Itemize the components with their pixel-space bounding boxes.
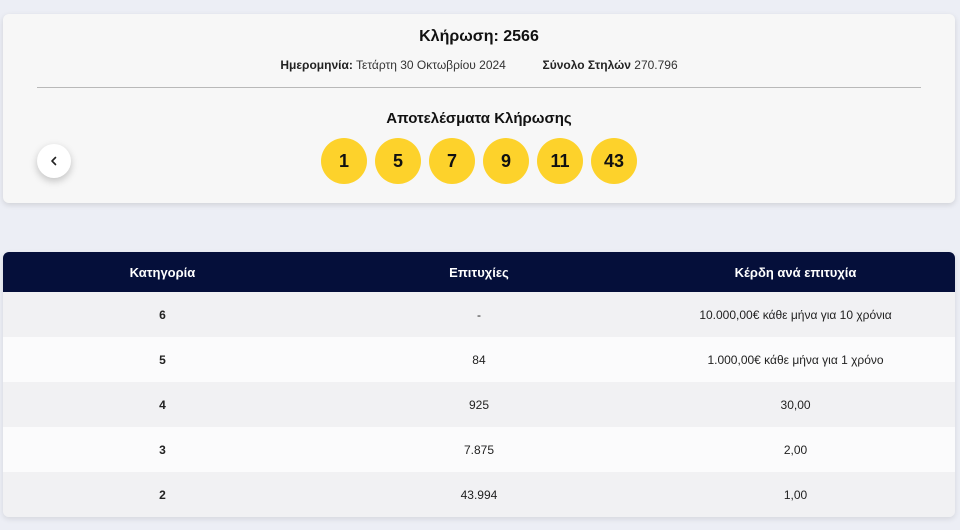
- draw-title: Κλήρωση: 2566: [419, 28, 539, 45]
- table-row: 6 - 10.000,00€ κάθε μήνα για 10 χρόνια: [3, 292, 955, 337]
- date-label: Ημερομηνία:: [280, 58, 353, 72]
- column-header-winners: Επιτυχίες: [449, 264, 509, 280]
- category-cell: 5: [159, 352, 166, 367]
- draw-card: Κλήρωση: 2566 Ημερομηνία: Τετάρτη 30 Οκτ…: [3, 14, 955, 203]
- winners-cell: -: [476, 307, 481, 322]
- draw-meta: Ημερομηνία: Τετάρτη 30 Οκτωβρίου 2024 Σύ…: [3, 58, 955, 72]
- column-header-category: Κατηγορία: [129, 264, 196, 280]
- winners-cell: 7.875: [463, 442, 494, 457]
- prize-cell: 2,00: [783, 442, 808, 457]
- winners-cell: 84: [472, 352, 486, 367]
- previous-draw-button[interactable]: [37, 144, 71, 178]
- table-row: 4 925 30,00: [3, 382, 955, 427]
- table-row: 2 43.994 1,00: [3, 472, 955, 517]
- winners-cell: 43.994: [460, 487, 498, 502]
- columns-value: 270.796: [634, 58, 678, 72]
- category-cell: 2: [159, 487, 166, 502]
- winning-numbers: 1 5 7 9 11 43: [3, 138, 955, 184]
- winners-cell: 925: [468, 397, 489, 412]
- number-ball: 7: [429, 138, 475, 184]
- prize-cell: 10.000,00€ κάθε μήνα για 10 χρόνια: [699, 307, 892, 322]
- results-title: Αποτελέσματα Κλήρωσης: [386, 110, 572, 127]
- number-ball: 1: [321, 138, 367, 184]
- prize-table: Κατηγορία Επιτυχίες Κέρδη ανά επιτυχία 6…: [3, 252, 955, 517]
- number-ball: 9: [483, 138, 529, 184]
- divider: [37, 87, 921, 88]
- number-ball: 5: [375, 138, 421, 184]
- prize-cell: 1,00: [783, 487, 808, 502]
- category-cell: 3: [159, 442, 166, 457]
- category-cell: 6: [159, 307, 166, 322]
- number-ball: 43: [591, 138, 637, 184]
- table-row: 5 84 1.000,00€ κάθε μήνα για 1 χρόνο: [3, 337, 955, 382]
- column-header-prize: Κέρδη ανά επιτυχία: [734, 264, 857, 280]
- number-ball: 11: [537, 138, 583, 184]
- date-value: Τετάρτη 30 Οκτωβρίου 2024: [355, 58, 506, 72]
- table-header-row: Κατηγορία Επιτυχίες Κέρδη ανά επιτυχία: [3, 252, 955, 292]
- category-cell: 4: [159, 397, 166, 412]
- prize-cell: 30,00: [780, 397, 811, 412]
- table-row: 3 7.875 2,00: [3, 427, 955, 472]
- chevron-left-icon: [51, 156, 57, 166]
- prize-cell: 1.000,00€ κάθε μήνα για 1 χρόνο: [707, 352, 884, 367]
- columns-label: Σύνολο Στηλών: [542, 58, 631, 72]
